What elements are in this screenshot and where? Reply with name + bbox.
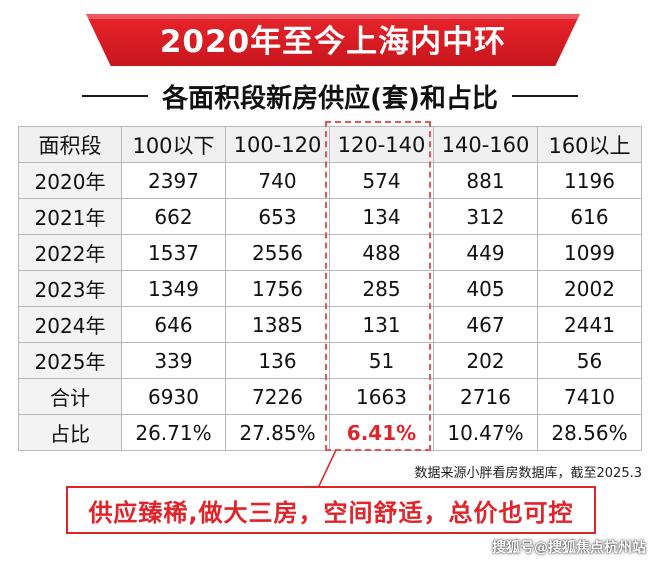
table-row: 2022年 1537 2556 488 449 1099	[18, 234, 642, 271]
table-cell: 449	[433, 234, 538, 271]
table-cell: 51	[329, 342, 434, 379]
table-header-row: 面积段 100以下 100-120 120-140 140-160 160以上	[18, 126, 642, 163]
table-row: 2021年 662 653 134 312 616	[18, 198, 642, 235]
table-cell: 653	[225, 198, 330, 235]
table-row: 2020年 2397 740 574 881 1196	[18, 162, 642, 199]
watermark: 搜狐号@搜狐焦点杭州站	[492, 540, 646, 556]
header-cell: 160以上	[537, 126, 642, 163]
table-cell: 2002	[537, 270, 642, 307]
header-cell: 120-140	[329, 126, 434, 163]
table-cell: 740	[225, 162, 330, 199]
table-cell: 574	[329, 162, 434, 199]
row-label: 2025年	[18, 342, 122, 379]
table-cell: 56	[537, 342, 642, 379]
header-cell: 100-120	[225, 126, 330, 163]
table-cell: 10.47%	[433, 414, 538, 451]
table-cell: 339	[121, 342, 226, 379]
table-cell: 1756	[225, 270, 330, 307]
row-label: 合计	[18, 378, 122, 415]
table-row: 2024年 646 1385 131 467 2441	[18, 306, 642, 343]
header-cell: 140-160	[433, 126, 538, 163]
row-label: 2022年	[18, 234, 122, 271]
callout-box: 供应臻稀,做大三房，空间舒适，总价也可控	[66, 486, 596, 534]
subtitle: 各面积段新房供应(套)和占比	[162, 83, 498, 114]
table-cell: 646	[121, 306, 226, 343]
subtitle-rule-right	[511, 95, 578, 97]
table-cell: 2716	[433, 378, 538, 415]
table-cell: 312	[433, 198, 538, 235]
subtitle-rule-left	[82, 95, 149, 97]
table-row: 2023年 1349 1756 285 405 2002	[18, 270, 642, 307]
supply-table: 面积段 100以下 100-120 120-140 140-160 160以上 …	[18, 126, 642, 451]
table-cell: 285	[329, 270, 434, 307]
table-cell: 134	[329, 198, 434, 235]
callout-pointer	[316, 449, 340, 489]
table-cell: 1385	[225, 306, 330, 343]
table-cell: 131	[329, 306, 434, 343]
table-cell: 26.71%	[121, 414, 226, 451]
table-cell: 488	[329, 234, 434, 271]
table-cell: 2441	[537, 306, 642, 343]
table-row-total: 合计 6930 7226 1663 2716 7410	[18, 378, 642, 415]
table-cell: 1349	[121, 270, 226, 307]
table-cell: 2556	[225, 234, 330, 271]
source-note: 数据来源小胖看房数据库，截至2025.3	[414, 466, 643, 481]
row-label: 2020年	[18, 162, 122, 199]
subtitle-row: 各面积段新房供应(套)和占比	[0, 74, 660, 118]
table-row-share: 占比 26.71% 27.85% 6.41% 10.47% 28.56%	[18, 414, 642, 451]
table-cell: 1196	[537, 162, 642, 199]
table-cell: 6930	[121, 378, 226, 415]
table-cell: 662	[121, 198, 226, 235]
table-cell: 7226	[225, 378, 330, 415]
table-cell: 467	[433, 306, 538, 343]
page-title: 2020年至今上海内中环	[159, 23, 507, 60]
header-cell: 100以下	[121, 126, 226, 163]
banner-shine	[86, 14, 580, 19]
header-cell: 面积段	[18, 126, 122, 163]
table-cell: 405	[433, 270, 538, 307]
table-cell: 27.85%	[225, 414, 330, 451]
table-cell: 1663	[329, 378, 434, 415]
table-cell: 2397	[121, 162, 226, 199]
row-label: 占比	[18, 414, 122, 451]
table-cell: 28.56%	[537, 414, 642, 451]
table-cell: 881	[433, 162, 538, 199]
title-banner: 2020年至今上海内中环	[86, 14, 580, 66]
row-label: 2023年	[18, 270, 122, 307]
row-label: 2021年	[18, 198, 122, 235]
table-row: 2025年 339 136 51 202 56	[18, 342, 642, 379]
table-cell: 616	[537, 198, 642, 235]
highlight-share-cell: 6.41%	[329, 414, 434, 451]
table-cell: 1537	[121, 234, 226, 271]
row-label: 2024年	[18, 306, 122, 343]
table-cell: 1099	[537, 234, 642, 271]
table-cell: 7410	[537, 378, 642, 415]
callout-text: 供应臻稀,做大三房，空间舒适，总价也可控	[88, 498, 574, 527]
table-cell: 202	[433, 342, 538, 379]
table-cell: 136	[225, 342, 330, 379]
